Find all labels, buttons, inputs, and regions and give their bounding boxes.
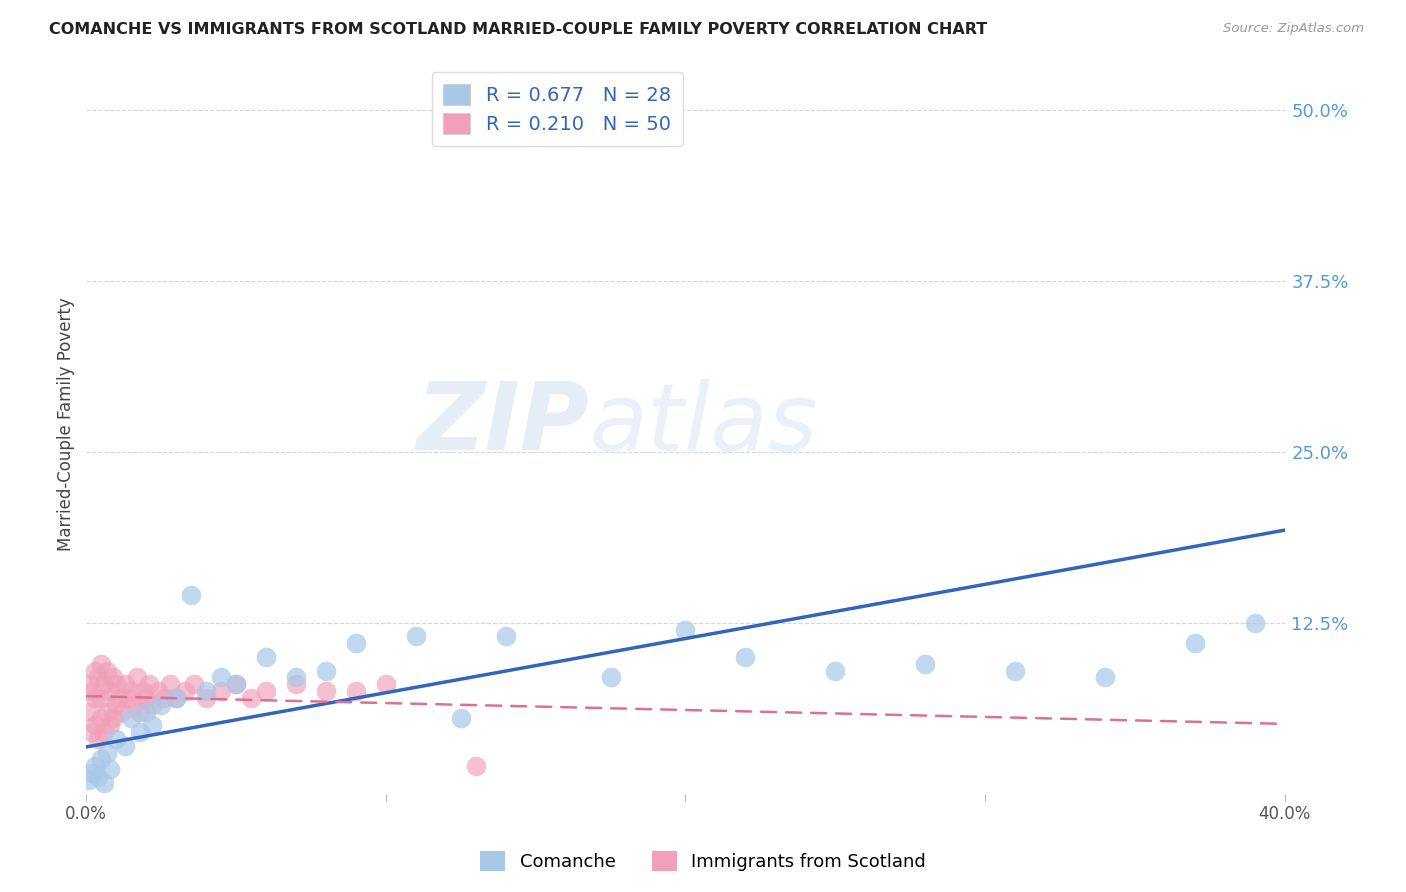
Point	[79, 677, 101, 691]
Point	[122, 698, 145, 712]
Point	[1243, 615, 1265, 630]
Point	[183, 677, 205, 691]
Point	[90, 690, 112, 705]
Point	[96, 705, 118, 719]
Point	[82, 766, 104, 780]
Point	[734, 649, 756, 664]
Point	[240, 690, 263, 705]
Point	[180, 588, 202, 602]
Point	[209, 684, 232, 698]
Point	[159, 677, 181, 691]
Point	[824, 664, 846, 678]
Point	[450, 711, 472, 725]
Point	[285, 670, 308, 684]
Point	[96, 746, 118, 760]
Point	[914, 657, 936, 671]
Text: Source: ZipAtlas.com: Source: ZipAtlas.com	[1223, 22, 1364, 36]
Point	[98, 762, 121, 776]
Point	[344, 636, 367, 650]
Point	[84, 690, 107, 705]
Point	[153, 690, 176, 705]
Point	[141, 718, 163, 732]
Point	[82, 684, 104, 698]
Point	[87, 670, 110, 684]
Point	[374, 677, 396, 691]
Point	[464, 759, 486, 773]
Point	[84, 664, 107, 678]
Point	[90, 711, 112, 725]
Point	[225, 677, 247, 691]
Point	[174, 684, 197, 698]
Point	[254, 684, 277, 698]
Point	[87, 731, 110, 746]
Point	[117, 690, 139, 705]
Point	[285, 677, 308, 691]
Point	[98, 684, 121, 698]
Text: ZIP: ZIP	[416, 378, 589, 470]
Point	[114, 739, 136, 753]
Point	[165, 690, 187, 705]
Point	[344, 684, 367, 698]
Point	[111, 705, 134, 719]
Point	[90, 657, 112, 671]
Point	[84, 759, 107, 773]
Text: atlas: atlas	[589, 379, 818, 470]
Point	[127, 670, 149, 684]
Point	[120, 711, 142, 725]
Y-axis label: Married-Couple Family Poverty: Married-Couple Family Poverty	[58, 298, 75, 551]
Point	[105, 731, 128, 746]
Point	[148, 684, 170, 698]
Point	[129, 705, 152, 719]
Point	[150, 698, 173, 712]
Point	[93, 725, 115, 739]
Point	[673, 623, 696, 637]
Point	[114, 677, 136, 691]
Point	[103, 670, 125, 684]
Point	[79, 772, 101, 787]
Point	[129, 725, 152, 739]
Point	[195, 690, 218, 705]
Point	[105, 677, 128, 691]
Point	[132, 684, 155, 698]
Point	[98, 718, 121, 732]
Point	[93, 776, 115, 790]
Point	[93, 677, 115, 691]
Point	[495, 629, 517, 643]
Point	[79, 705, 101, 719]
Point	[103, 711, 125, 725]
Point	[108, 690, 131, 705]
Point	[138, 677, 160, 691]
Legend: Comanche, Immigrants from Scotland: Comanche, Immigrants from Scotland	[472, 844, 934, 879]
Point	[105, 698, 128, 712]
Point	[135, 690, 157, 705]
Point	[1184, 636, 1206, 650]
Point	[90, 752, 112, 766]
Point	[195, 684, 218, 698]
Point	[315, 664, 337, 678]
Legend: R = 0.677   N = 28, R = 0.210   N = 50: R = 0.677 N = 28, R = 0.210 N = 50	[432, 72, 683, 145]
Point	[165, 690, 187, 705]
Point	[1094, 670, 1116, 684]
Text: COMANCHE VS IMMIGRANTS FROM SCOTLAND MARRIED-COUPLE FAMILY POVERTY CORRELATION C: COMANCHE VS IMMIGRANTS FROM SCOTLAND MAR…	[49, 22, 987, 37]
Point	[209, 670, 232, 684]
Point	[141, 698, 163, 712]
Point	[96, 664, 118, 678]
Point	[84, 718, 107, 732]
Point	[87, 770, 110, 784]
Point	[82, 725, 104, 739]
Point	[315, 684, 337, 698]
Point	[225, 677, 247, 691]
Point	[120, 684, 142, 698]
Point	[1004, 664, 1026, 678]
Point	[135, 705, 157, 719]
Point	[599, 670, 621, 684]
Point	[405, 629, 427, 643]
Point	[254, 649, 277, 664]
